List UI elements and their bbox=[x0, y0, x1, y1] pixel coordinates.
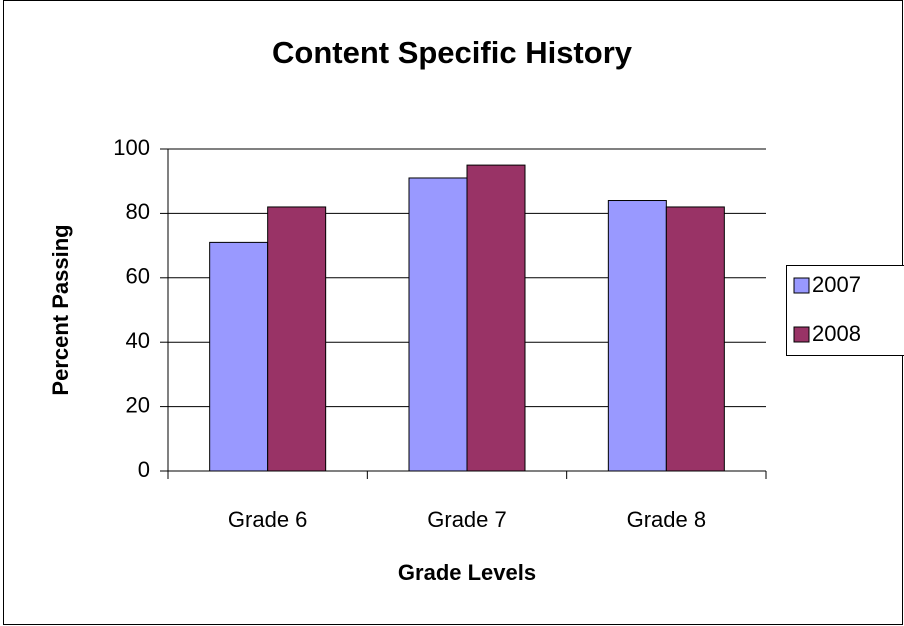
x-axis-label: Grade Levels bbox=[398, 560, 536, 585]
y-tick-label: 20 bbox=[126, 392, 150, 417]
bar bbox=[665, 206, 725, 472]
y-tick-label: 0 bbox=[138, 457, 150, 482]
bar bbox=[267, 206, 327, 472]
y-tick-label: 60 bbox=[126, 264, 150, 289]
x-tick-label: Grade 6 bbox=[228, 507, 308, 532]
y-tick-label: 80 bbox=[126, 199, 150, 224]
y-axis-label: Percent Passing bbox=[48, 224, 73, 395]
x-tick-label: Grade 7 bbox=[427, 507, 507, 532]
bar bbox=[408, 177, 468, 472]
y-tick-label: 40 bbox=[126, 328, 150, 353]
legend-swatch bbox=[793, 326, 810, 343]
legend-label: 2008 bbox=[812, 321, 861, 346]
legend-label: 2007 bbox=[812, 272, 861, 297]
bar bbox=[466, 164, 526, 472]
y-tick-label: 100 bbox=[113, 135, 150, 160]
x-tick-label: Grade 8 bbox=[627, 507, 707, 532]
bar bbox=[607, 200, 667, 472]
bar bbox=[209, 241, 269, 472]
legend-swatch bbox=[793, 277, 810, 294]
chart-title: Content Specific History bbox=[272, 35, 633, 70]
